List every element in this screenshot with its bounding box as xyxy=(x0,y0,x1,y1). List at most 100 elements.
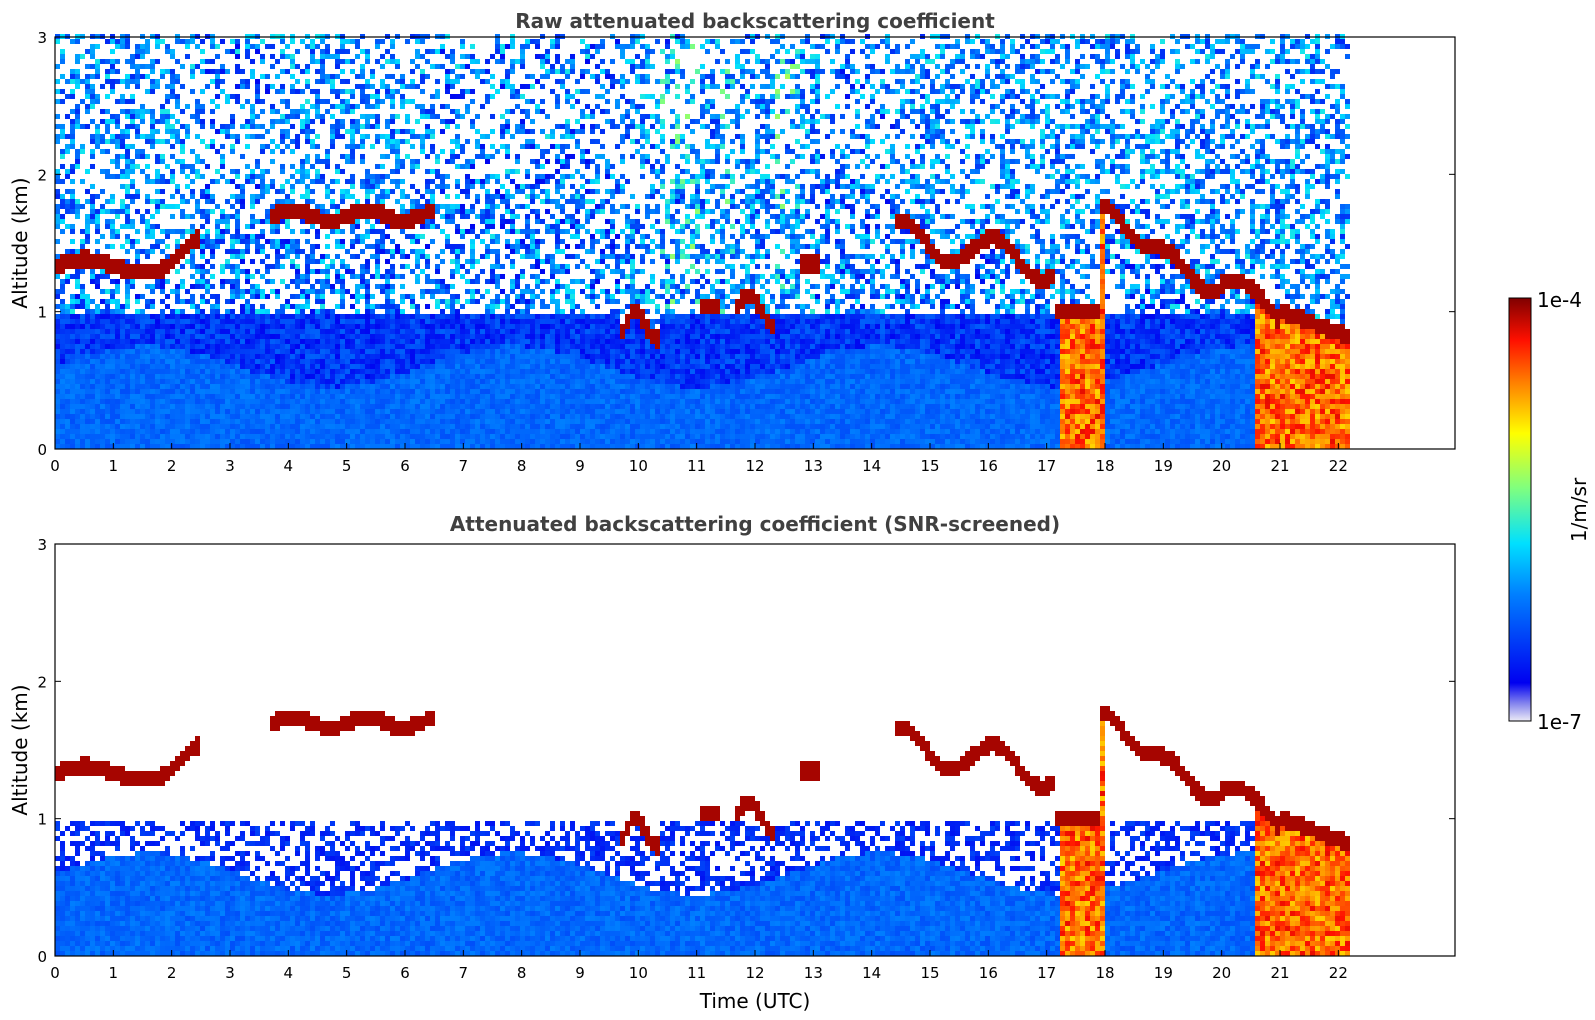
heatmap-cell xyxy=(130,274,135,279)
heatmap-cell xyxy=(250,424,255,429)
heatmap-cell xyxy=(100,369,105,374)
heatmap-cell xyxy=(340,364,345,369)
heatmap-cell xyxy=(325,404,330,409)
heatmap-cell xyxy=(210,329,215,334)
heatmap-cell xyxy=(235,319,240,324)
heatmap-cell xyxy=(235,84,240,89)
heatmap-cell xyxy=(380,444,385,449)
heatmap-cell xyxy=(80,54,85,59)
heatmap-cell xyxy=(260,74,265,79)
heatmap-cell xyxy=(455,319,460,324)
heatmap-cell xyxy=(240,339,245,344)
heatmap-cell xyxy=(140,374,145,379)
heatmap-cell xyxy=(215,224,220,229)
heatmap-cell xyxy=(115,349,120,354)
heatmap-cell xyxy=(415,239,420,244)
heatmap-cell xyxy=(245,404,250,409)
heatmap-cell xyxy=(120,224,125,229)
heatmap-cell xyxy=(155,179,160,184)
heatmap-cell xyxy=(130,279,135,284)
heatmap-cell xyxy=(505,194,510,199)
heatmap-cell xyxy=(405,99,410,104)
heatmap-cell xyxy=(340,439,345,444)
heatmap-cell xyxy=(55,339,60,344)
heatmap-cell xyxy=(365,329,370,334)
heatmap-cell xyxy=(320,269,325,274)
heatmap-cell xyxy=(90,99,95,104)
heatmap-cell xyxy=(425,154,430,159)
heatmap-cell xyxy=(420,379,425,384)
heatmap-cell xyxy=(75,349,80,354)
heatmap-cell xyxy=(120,339,125,344)
heatmap-cell xyxy=(185,399,190,404)
heatmap-cell xyxy=(450,259,455,264)
heatmap-cell xyxy=(60,254,65,259)
heatmap-cell xyxy=(320,279,325,284)
heatmap-cell xyxy=(395,384,400,389)
heatmap-cell xyxy=(290,429,295,434)
heatmap-cell xyxy=(510,389,515,394)
heatmap-cell xyxy=(470,364,475,369)
heatmap-cell xyxy=(110,64,115,69)
heatmap-cell xyxy=(345,209,350,214)
heatmap-cell xyxy=(430,419,435,424)
heatmap-cell xyxy=(480,179,485,184)
heatmap-cell xyxy=(315,169,320,174)
heatmap-cell xyxy=(170,424,175,429)
heatmap-cell xyxy=(105,414,110,419)
heatmap-cell xyxy=(60,199,65,204)
heatmap-cell xyxy=(180,284,185,289)
heatmap-cell xyxy=(150,129,155,134)
heatmap-cell xyxy=(60,149,65,154)
heatmap-cell xyxy=(95,339,100,344)
heatmap-cell xyxy=(440,429,445,434)
heatmap-cell xyxy=(240,354,245,359)
heatmap-cell xyxy=(430,204,435,209)
heatmap-cell xyxy=(330,84,335,89)
heatmap-cell xyxy=(515,319,520,324)
heatmap-cell xyxy=(335,359,340,364)
heatmap-cell xyxy=(465,259,470,264)
heatmap-cell xyxy=(510,179,515,184)
heatmap-cell xyxy=(125,289,130,294)
heatmap-cell xyxy=(110,219,115,224)
heatmap-cell xyxy=(300,214,305,219)
heatmap-cell xyxy=(455,369,460,374)
heatmap-cell xyxy=(100,59,105,64)
heatmap-cell xyxy=(95,379,100,384)
heatmap-cell xyxy=(210,304,215,309)
heatmap-cell xyxy=(75,119,80,124)
heatmap-cell xyxy=(265,184,270,189)
heatmap-cell xyxy=(310,164,315,169)
heatmap-cell xyxy=(150,399,155,404)
heatmap-cell xyxy=(200,394,205,399)
raw-backscatter-panel: Raw attenuated backscattering coefficien… xyxy=(8,9,1456,475)
heatmap-cell xyxy=(155,129,160,134)
heatmap-cell xyxy=(310,404,315,409)
heatmap-cell xyxy=(340,324,345,329)
heatmap-cell xyxy=(360,399,365,404)
heatmap-cell xyxy=(370,389,375,394)
heatmap-cell xyxy=(280,199,285,204)
heatmap-cell xyxy=(200,389,205,394)
heatmap-cell xyxy=(310,199,315,204)
heatmap-cell xyxy=(145,369,150,374)
heatmap-cell xyxy=(65,264,70,269)
heatmap-cell xyxy=(415,379,420,384)
heatmap-cell xyxy=(140,439,145,444)
heatmap-cell xyxy=(105,389,110,394)
heatmap-cell xyxy=(80,149,85,154)
heatmap-cell xyxy=(100,339,105,344)
heatmap-cell xyxy=(310,434,315,439)
heatmap-cell xyxy=(135,254,140,259)
heatmap-cell xyxy=(495,259,500,264)
heatmap-cell xyxy=(355,369,360,374)
heatmap-cell xyxy=(410,204,415,209)
heatmap-cell xyxy=(425,169,430,174)
heatmap-cell xyxy=(495,329,500,334)
heatmap-cell xyxy=(340,214,345,219)
heatmap-cell xyxy=(70,324,75,329)
heatmap-cell xyxy=(125,164,130,169)
heatmap-cell xyxy=(55,204,60,209)
heatmap-cell xyxy=(325,439,330,444)
